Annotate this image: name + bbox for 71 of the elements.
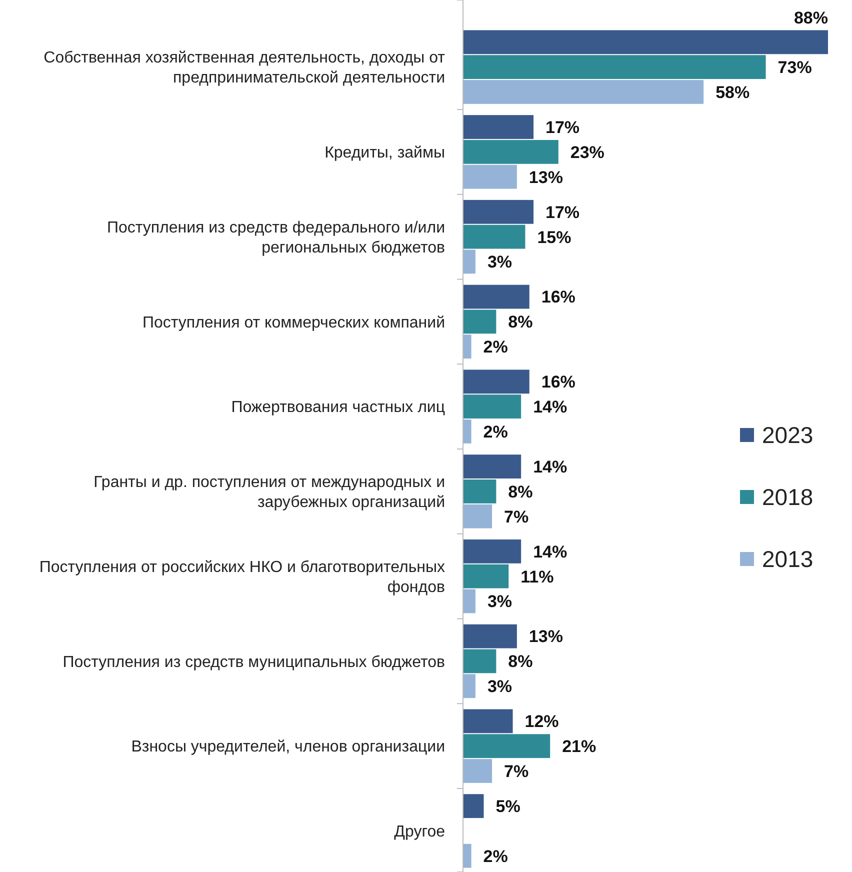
data-label: 8% <box>508 482 533 502</box>
bar <box>463 420 472 444</box>
data-label: 21% <box>562 737 596 756</box>
y-tick-label: Пожертвования частных лиц <box>231 399 445 416</box>
y-tick-label: Поступления из средств федерального и/или региональных бюджетов <box>106 219 445 256</box>
bar <box>463 734 550 758</box>
y-tick-label: Взносы учредителей, членов организации <box>131 738 445 756</box>
data-label: 16% <box>541 372 576 392</box>
y-tick-label: Поступления из средств муниципальных бюджетов <box>62 654 445 671</box>
bar <box>463 454 522 478</box>
y-tick-label: Поступления от российских НКО и благотворительных фондов <box>39 558 445 596</box>
bar <box>463 284 530 309</box>
bar <box>463 370 530 394</box>
bar <box>463 55 766 79</box>
bar <box>463 759 492 783</box>
data-label: 2% <box>483 846 508 866</box>
bar <box>463 164 517 189</box>
bar <box>463 624 517 648</box>
data-label: 14% <box>533 398 568 417</box>
bar <box>463 794 484 818</box>
data-label: 8% <box>508 312 533 332</box>
y-tick-label: Гранты и др. поступления от международных и зарубежных организаций <box>94 474 445 512</box>
bar <box>463 30 828 54</box>
bar <box>463 844 472 868</box>
bar <box>463 334 472 359</box>
data-label: 73% <box>778 58 812 77</box>
legend-label: 2023 <box>762 422 814 448</box>
bar <box>463 649 496 674</box>
data-label: 12% <box>524 712 559 732</box>
data-label: 17% <box>546 118 580 137</box>
data-label: 58% <box>716 82 750 102</box>
bar <box>463 200 534 224</box>
data-label: 14% <box>533 542 568 562</box>
data-label: 16% <box>541 288 576 307</box>
data-label: 7% <box>504 507 529 526</box>
data-label: 13% <box>528 627 563 646</box>
bar <box>463 564 509 588</box>
y-tick-label: Другое <box>394 824 446 841</box>
bar <box>463 250 476 274</box>
data-label: 13% <box>528 168 563 187</box>
bar <box>463 479 496 504</box>
data-label: 17% <box>546 202 580 222</box>
data-label: 23% <box>570 142 604 162</box>
y-tick-label: Поступления от коммерческих компаний <box>142 314 445 332</box>
data-label: 11% <box>520 567 554 586</box>
data-label: 2% <box>483 422 508 442</box>
data-label: 3% <box>487 677 512 696</box>
bar <box>463 709 513 734</box>
bar <box>463 140 558 164</box>
legend-label: 2018 <box>762 484 814 510</box>
data-label: 14% <box>533 457 568 476</box>
bar <box>463 674 476 698</box>
data-label: 3% <box>487 592 512 612</box>
bar <box>463 394 522 419</box>
data-label: 8% <box>508 652 533 672</box>
legend-label: 2013 <box>762 546 814 572</box>
bar <box>463 224 526 249</box>
bar <box>463 310 496 334</box>
bar <box>463 504 492 528</box>
data-label: 15% <box>537 228 572 247</box>
bar <box>463 589 476 614</box>
data-label: 2% <box>483 338 508 357</box>
data-label: 3% <box>487 252 512 272</box>
y-tick-label: Кредиты, займы <box>324 144 445 162</box>
bar <box>463 539 522 564</box>
bar <box>463 115 534 139</box>
bar <box>463 80 704 104</box>
data-label: 7% <box>504 762 529 781</box>
data-label: 5% <box>496 797 520 816</box>
data-label: 88% <box>794 8 828 28</box>
y-tick-label: Собственная хозяйственная деятельность, доходы от предпринимательской деятельности <box>44 50 446 87</box>
